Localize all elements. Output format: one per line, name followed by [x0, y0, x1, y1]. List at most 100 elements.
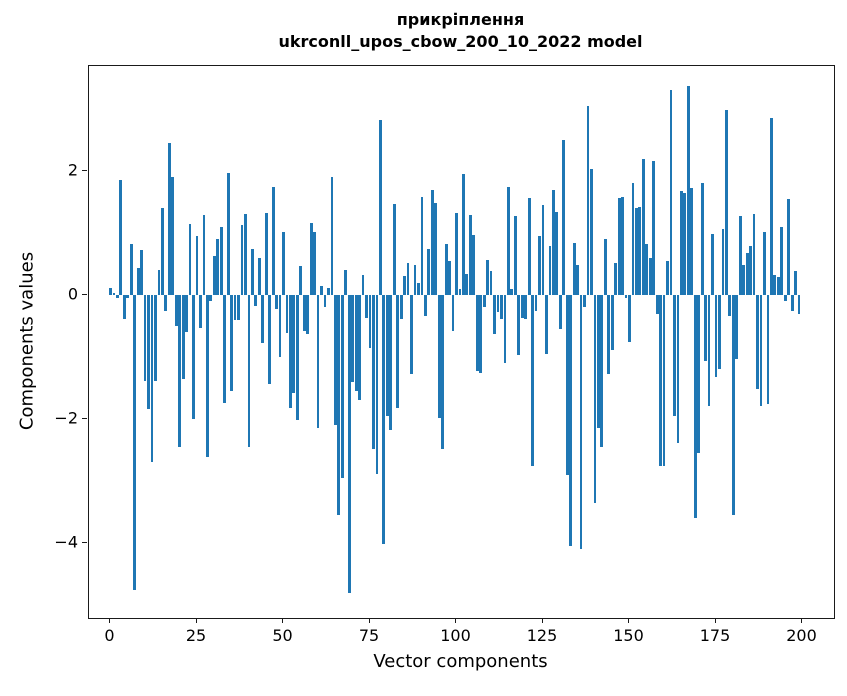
bar	[327, 287, 330, 295]
bar	[697, 295, 701, 454]
bar	[403, 276, 406, 295]
bar	[382, 295, 386, 545]
bar	[707, 295, 711, 406]
bar	[268, 295, 272, 385]
chart-title-line1: прикріплення	[396, 10, 525, 29]
bar	[295, 295, 299, 420]
bar	[600, 295, 604, 447]
bar	[330, 177, 334, 295]
bar	[742, 264, 746, 295]
bar	[693, 295, 697, 519]
bar	[472, 234, 476, 295]
bar	[541, 205, 545, 295]
y-tick-label: −4	[54, 532, 78, 552]
bar	[254, 295, 258, 307]
bar	[392, 203, 396, 295]
bar	[375, 295, 379, 475]
bar	[275, 295, 278, 310]
bar	[579, 295, 583, 550]
bar	[669, 90, 673, 295]
bar	[517, 295, 521, 355]
bar	[603, 239, 607, 295]
bar	[659, 295, 663, 466]
bar	[136, 268, 140, 295]
bar	[621, 197, 624, 295]
bar	[368, 295, 372, 348]
bar	[247, 295, 251, 447]
bar	[652, 161, 656, 295]
bar	[510, 288, 514, 295]
bar	[250, 249, 254, 295]
bar	[143, 295, 147, 382]
bar	[292, 295, 296, 393]
bar	[617, 198, 621, 295]
bar	[365, 295, 368, 318]
bar	[109, 287, 112, 295]
bar	[441, 295, 445, 450]
bar	[313, 232, 317, 295]
x-tick-label: 75	[358, 626, 380, 645]
bar	[462, 174, 465, 295]
bar	[205, 295, 209, 458]
x-tick-label: 50	[272, 626, 293, 645]
bar	[209, 295, 213, 302]
x-axis-label: Vector components	[373, 651, 548, 672]
bar	[451, 295, 455, 331]
bar	[690, 188, 694, 295]
bar	[174, 295, 178, 326]
x-tick-label: 200	[786, 626, 817, 645]
bar	[278, 295, 282, 357]
bar	[610, 295, 614, 350]
bar	[496, 295, 500, 313]
bar	[185, 295, 189, 333]
bar	[545, 295, 548, 354]
bar	[223, 295, 227, 403]
bar	[593, 295, 597, 503]
bar	[714, 295, 718, 378]
bar	[534, 295, 538, 312]
bar	[361, 274, 365, 295]
y-tick-label: 0	[67, 284, 78, 304]
bar	[635, 207, 638, 295]
bar	[434, 202, 438, 295]
bar	[192, 295, 195, 419]
x-tick-label: 150	[613, 626, 644, 645]
x-tick-label: 175	[699, 626, 731, 645]
bar	[216, 239, 220, 295]
bar	[334, 295, 337, 426]
bar	[323, 295, 327, 308]
bar	[638, 206, 642, 295]
plot-area	[88, 65, 835, 619]
bar	[161, 207, 164, 295]
bar	[396, 295, 400, 408]
bar	[264, 212, 268, 295]
bar	[154, 295, 157, 381]
bar	[565, 295, 569, 475]
bar	[562, 140, 566, 295]
bar	[683, 192, 687, 295]
x-tick-mark	[282, 618, 283, 623]
bar	[583, 295, 586, 308]
bar	[555, 211, 559, 295]
bar	[316, 295, 320, 428]
bar	[576, 264, 579, 295]
bar	[551, 190, 555, 295]
bar	[783, 295, 787, 302]
x-tick-mark	[714, 618, 716, 623]
bar	[655, 295, 659, 314]
bar	[586, 105, 590, 295]
bar	[797, 295, 801, 315]
bar	[406, 263, 410, 295]
bar	[389, 295, 393, 430]
bar	[299, 265, 303, 295]
y-tick-label: −2	[54, 408, 78, 428]
bar	[724, 109, 728, 295]
bar	[731, 295, 735, 516]
bar	[219, 226, 223, 295]
bar	[309, 223, 313, 295]
bar	[759, 295, 763, 406]
bar	[738, 216, 742, 295]
bar	[150, 295, 154, 463]
bar	[673, 295, 676, 416]
